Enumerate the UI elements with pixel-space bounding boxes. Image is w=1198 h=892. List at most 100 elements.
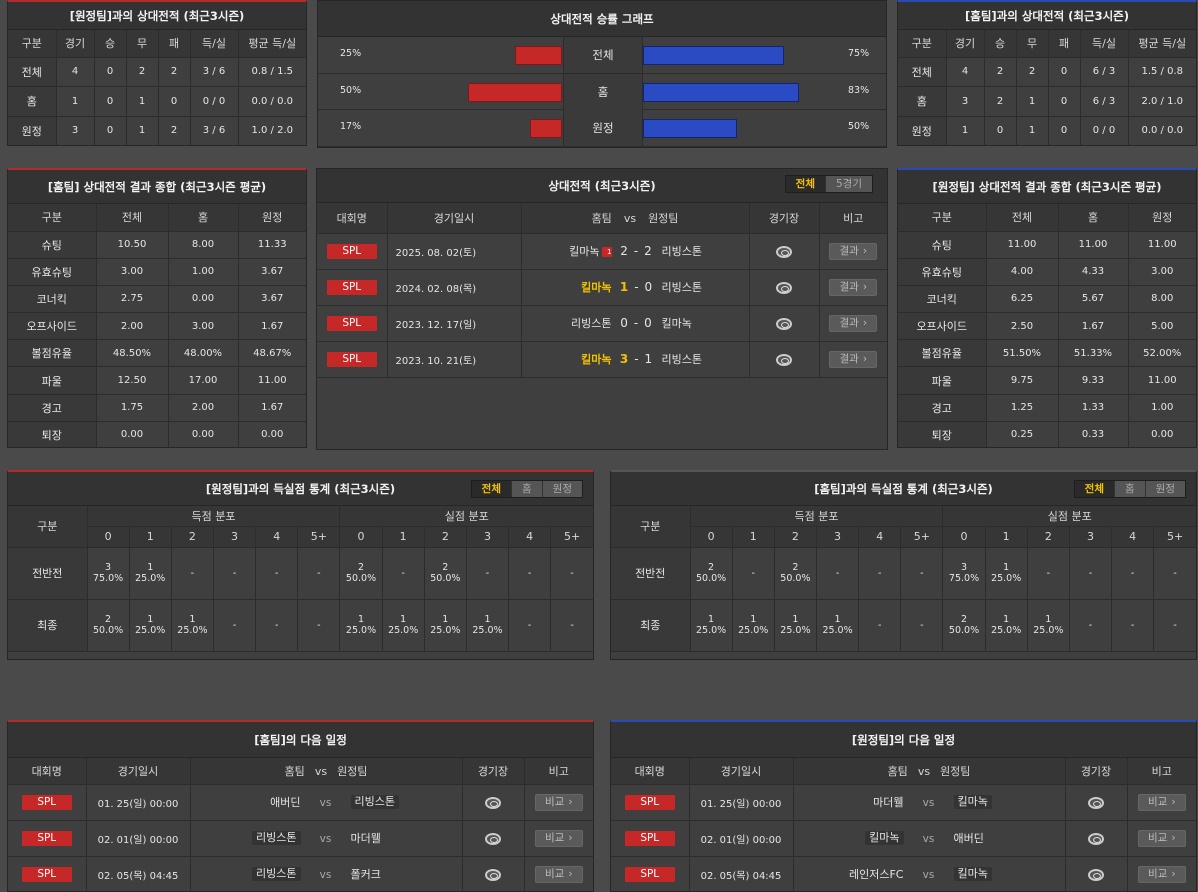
league-cell: SPL: [8, 784, 87, 821]
league-badge[interactable]: SPL: [624, 794, 675, 810]
league-badge[interactable]: SPL: [21, 830, 72, 846]
cell-value: 0: [94, 57, 127, 87]
result-button[interactable]: 결과 ›: [829, 350, 878, 368]
compare-button[interactable]: 비교 ›: [534, 793, 583, 811]
home-team[interactable]: 킬마녹: [865, 831, 904, 845]
col-header-league: 대회명: [8, 758, 87, 785]
compare-button[interactable]: 비교 ›: [1137, 829, 1186, 847]
league-cell: SPL: [317, 269, 388, 306]
away-team-cell: 킬마녹: [953, 867, 1054, 881]
league-badge[interactable]: SPL: [326, 315, 377, 331]
stadium-icon[interactable]: [1088, 832, 1104, 845]
graph-row-label: 홈: [563, 73, 643, 110]
teams-wrap: 킬마녹 1 2-2 리빙스톤: [522, 243, 749, 259]
stadium-icon[interactable]: [776, 245, 792, 258]
goal-pct: 25.0%: [991, 625, 1022, 636]
tab-all[interactable]: 전체: [471, 481, 512, 497]
col-header: 전체: [96, 204, 169, 232]
away-team[interactable]: 리빙스톤: [661, 245, 702, 258]
goals-home-tabs: 전체 홈 원정: [1073, 480, 1186, 498]
result-button[interactable]: 결과 ›: [829, 314, 878, 332]
league-badge[interactable]: SPL: [326, 279, 377, 295]
cell-value: 9.75: [986, 366, 1059, 395]
goal-cell: 1 25.0%: [129, 599, 172, 652]
home-team[interactable]: 마더웰: [873, 796, 904, 809]
stadium-icon[interactable]: [776, 281, 792, 294]
league-badge[interactable]: SPL: [21, 866, 72, 882]
home-team[interactable]: 리빙스톤: [571, 317, 612, 330]
result-button[interactable]: 결과 ›: [829, 278, 878, 296]
home-team[interactable]: 킬마녹: [569, 245, 600, 258]
goal-cell: -: [171, 547, 214, 600]
goal-pct: 25.0%: [780, 625, 811, 636]
away-team[interactable]: 킬마녹: [953, 795, 992, 809]
compare-label: 비교: [1147, 831, 1168, 844]
away-team[interactable]: 킬마녹: [661, 317, 692, 330]
h2h-home-table: 구분 경기 승 무 패 득/실 평균 득/실 전체 4 2 2 0 6 / 3 1.5 / 0.8 홈 3 2 1…: [898, 30, 1196, 145]
goal-count: 1: [750, 614, 757, 625]
goal-pct: 25.0%: [472, 625, 503, 636]
league-badge[interactable]: SPL: [624, 830, 675, 846]
table-row: 파울 9.75 9.33 11.00: [898, 366, 1196, 395]
tab-5games[interactable]: 5경기: [835, 178, 862, 190]
red-card-badge: 1: [601, 247, 612, 257]
tab-home[interactable]: 홈: [512, 481, 543, 497]
league-badge[interactable]: SPL: [326, 243, 377, 259]
tab-away[interactable]: 원정: [1155, 483, 1175, 495]
cell-value: 3.67: [238, 285, 306, 314]
result-button[interactable]: 결과 ›: [829, 242, 878, 260]
away-team-cell: 리빙스톤: [662, 351, 742, 367]
home-team[interactable]: 킬마녹: [581, 281, 612, 294]
compare-button[interactable]: 비교 ›: [1137, 865, 1186, 883]
home-team[interactable]: 애버딘: [270, 796, 301, 809]
stadium-icon[interactable]: [1088, 796, 1104, 809]
stadium-icon[interactable]: [485, 832, 501, 845]
away-team[interactable]: 리빙스톤: [661, 353, 702, 366]
col-header: 무: [126, 30, 159, 58]
goal-count: 1: [147, 562, 154, 573]
cell-value: 1: [126, 86, 159, 117]
stadium-icon[interactable]: [485, 796, 501, 809]
away-team[interactable]: 폴커크: [350, 868, 381, 881]
stadium-icon[interactable]: [776, 317, 792, 330]
league-badge[interactable]: SPL: [21, 794, 72, 810]
away-team[interactable]: 리빙스톤: [350, 795, 399, 809]
cell-value: 0: [94, 86, 127, 117]
row-label: 최종: [8, 599, 88, 652]
away-team[interactable]: 킬마녹: [953, 867, 992, 881]
match-teams: 애버딘 vs 리빙스톤: [190, 784, 463, 821]
compare-button[interactable]: 비교 ›: [534, 829, 583, 847]
home-team[interactable]: 리빙스톤: [252, 867, 301, 881]
home-team[interactable]: 레인저스FC: [849, 868, 904, 881]
stadium-icon[interactable]: [1088, 868, 1104, 881]
vs-cell: vs: [301, 868, 351, 881]
cell-value: 48.67%: [238, 339, 306, 368]
tab-all[interactable]: 전체: [1074, 481, 1115, 497]
col-header-teams: 홈팀 vs 원정팀: [521, 203, 750, 234]
stadium-icon[interactable]: [485, 868, 501, 881]
col-header-goals: 4: [255, 526, 299, 548]
home-team[interactable]: 리빙스톤: [252, 831, 301, 845]
compare-button[interactable]: 비교 ›: [1137, 793, 1186, 811]
away-team[interactable]: 리빙스톤: [661, 281, 702, 294]
stadium-cell: [1065, 856, 1128, 891]
col-header-gubun: 구분: [611, 506, 691, 548]
h2h-away-panel: [원정팀]과의 상대전적 (최근3시즌) 구분 경기 승 무 패 득/실 평균 득/실 전체 4…: [7, 0, 307, 146]
league-badge[interactable]: SPL: [326, 351, 377, 367]
home-team-cell: 킬마녹: [794, 831, 904, 845]
home-team[interactable]: 킬마녹: [581, 353, 612, 366]
league-badge[interactable]: SPL: [624, 866, 675, 882]
tab-all[interactable]: 전체: [785, 176, 826, 192]
teams-wrap: 킬마녹 vs 애버딘: [794, 830, 1065, 846]
tab-away[interactable]: 원정: [552, 483, 572, 495]
goal-count: -: [1130, 567, 1135, 579]
col-header-away: 원정팀: [337, 764, 368, 778]
matches-tabs: 전체 5경기: [784, 175, 873, 193]
away-team[interactable]: 마더웰: [350, 832, 381, 845]
summary-home-title: [홈팀] 상대전적 결과 종합 (최근3시즌 평균): [8, 170, 306, 204]
match-date: 01. 25(일) 00:00: [689, 784, 794, 821]
tab-home[interactable]: 홈: [1115, 481, 1146, 497]
stadium-icon[interactable]: [776, 353, 792, 366]
compare-button[interactable]: 비교 ›: [534, 865, 583, 883]
away-team[interactable]: 애버딘: [953, 832, 984, 845]
